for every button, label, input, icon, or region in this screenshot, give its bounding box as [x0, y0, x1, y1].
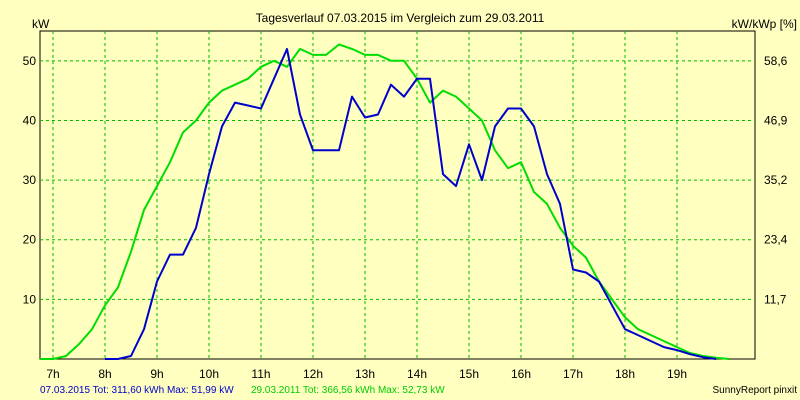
y-tick-label-right: 11,7 — [764, 292, 787, 306]
x-tick-label: 12h — [303, 367, 323, 381]
x-tick-label: 19h — [667, 367, 687, 381]
grid — [40, 31, 755, 359]
y-tick-label-left: 30 — [23, 173, 37, 187]
x-tick-label: 9h — [150, 367, 163, 381]
y-tick-label-right: 23,4 — [764, 233, 788, 247]
y-tick-label-right: 35,2 — [764, 173, 788, 187]
y-axis-left-label: kW — [32, 17, 50, 31]
y-axis-right-label: kW/kWp [%] — [732, 17, 797, 31]
brand-text: SunnyReport pinxit — [713, 385, 798, 396]
series-group — [40, 43, 730, 360]
x-tick-label: 18h — [615, 367, 635, 381]
legend-series-1: 07.03.2015 Tot: 311,60 kWh Max: 51,99 kW — [40, 385, 234, 396]
x-tick-label: 8h — [98, 367, 111, 381]
x-tick-label: 17h — [563, 367, 583, 381]
chart-title: Tagesverlauf 07.03.2015 im Vergleich zum… — [256, 11, 545, 25]
y-tick-label-left: 10 — [23, 292, 37, 306]
y-tick-label-left: 40 — [23, 113, 37, 127]
tick-labels: 7h 8h 9h 10h 11h 12h 13h 14h 15h 16h 17h 18h 19h 10 11… — [23, 54, 788, 381]
series-line-29-03-2011 — [40, 43, 730, 360]
y-tick-label-right: 58,6 — [764, 54, 788, 68]
x-tick-label: 13h — [355, 367, 375, 381]
x-tick-label: 15h — [459, 367, 479, 381]
plot-area — [39, 30, 756, 360]
y-tick-label-left: 20 — [23, 233, 37, 247]
x-tick-label: 7h — [46, 367, 59, 381]
x-tick-label: 10h — [199, 367, 219, 381]
x-tick-label: 14h — [407, 367, 427, 381]
y-tick-label-right: 46,9 — [764, 113, 788, 127]
legend-series-2: 29.03.2011 Tot: 366,56 kWh Max: 52,73 kW — [251, 385, 445, 396]
x-tick-label: 16h — [511, 367, 531, 381]
x-tick-label: 11h — [251, 367, 270, 381]
y-tick-label-left: 50 — [23, 54, 37, 68]
series-line-07-03-2015 — [105, 48, 717, 360]
